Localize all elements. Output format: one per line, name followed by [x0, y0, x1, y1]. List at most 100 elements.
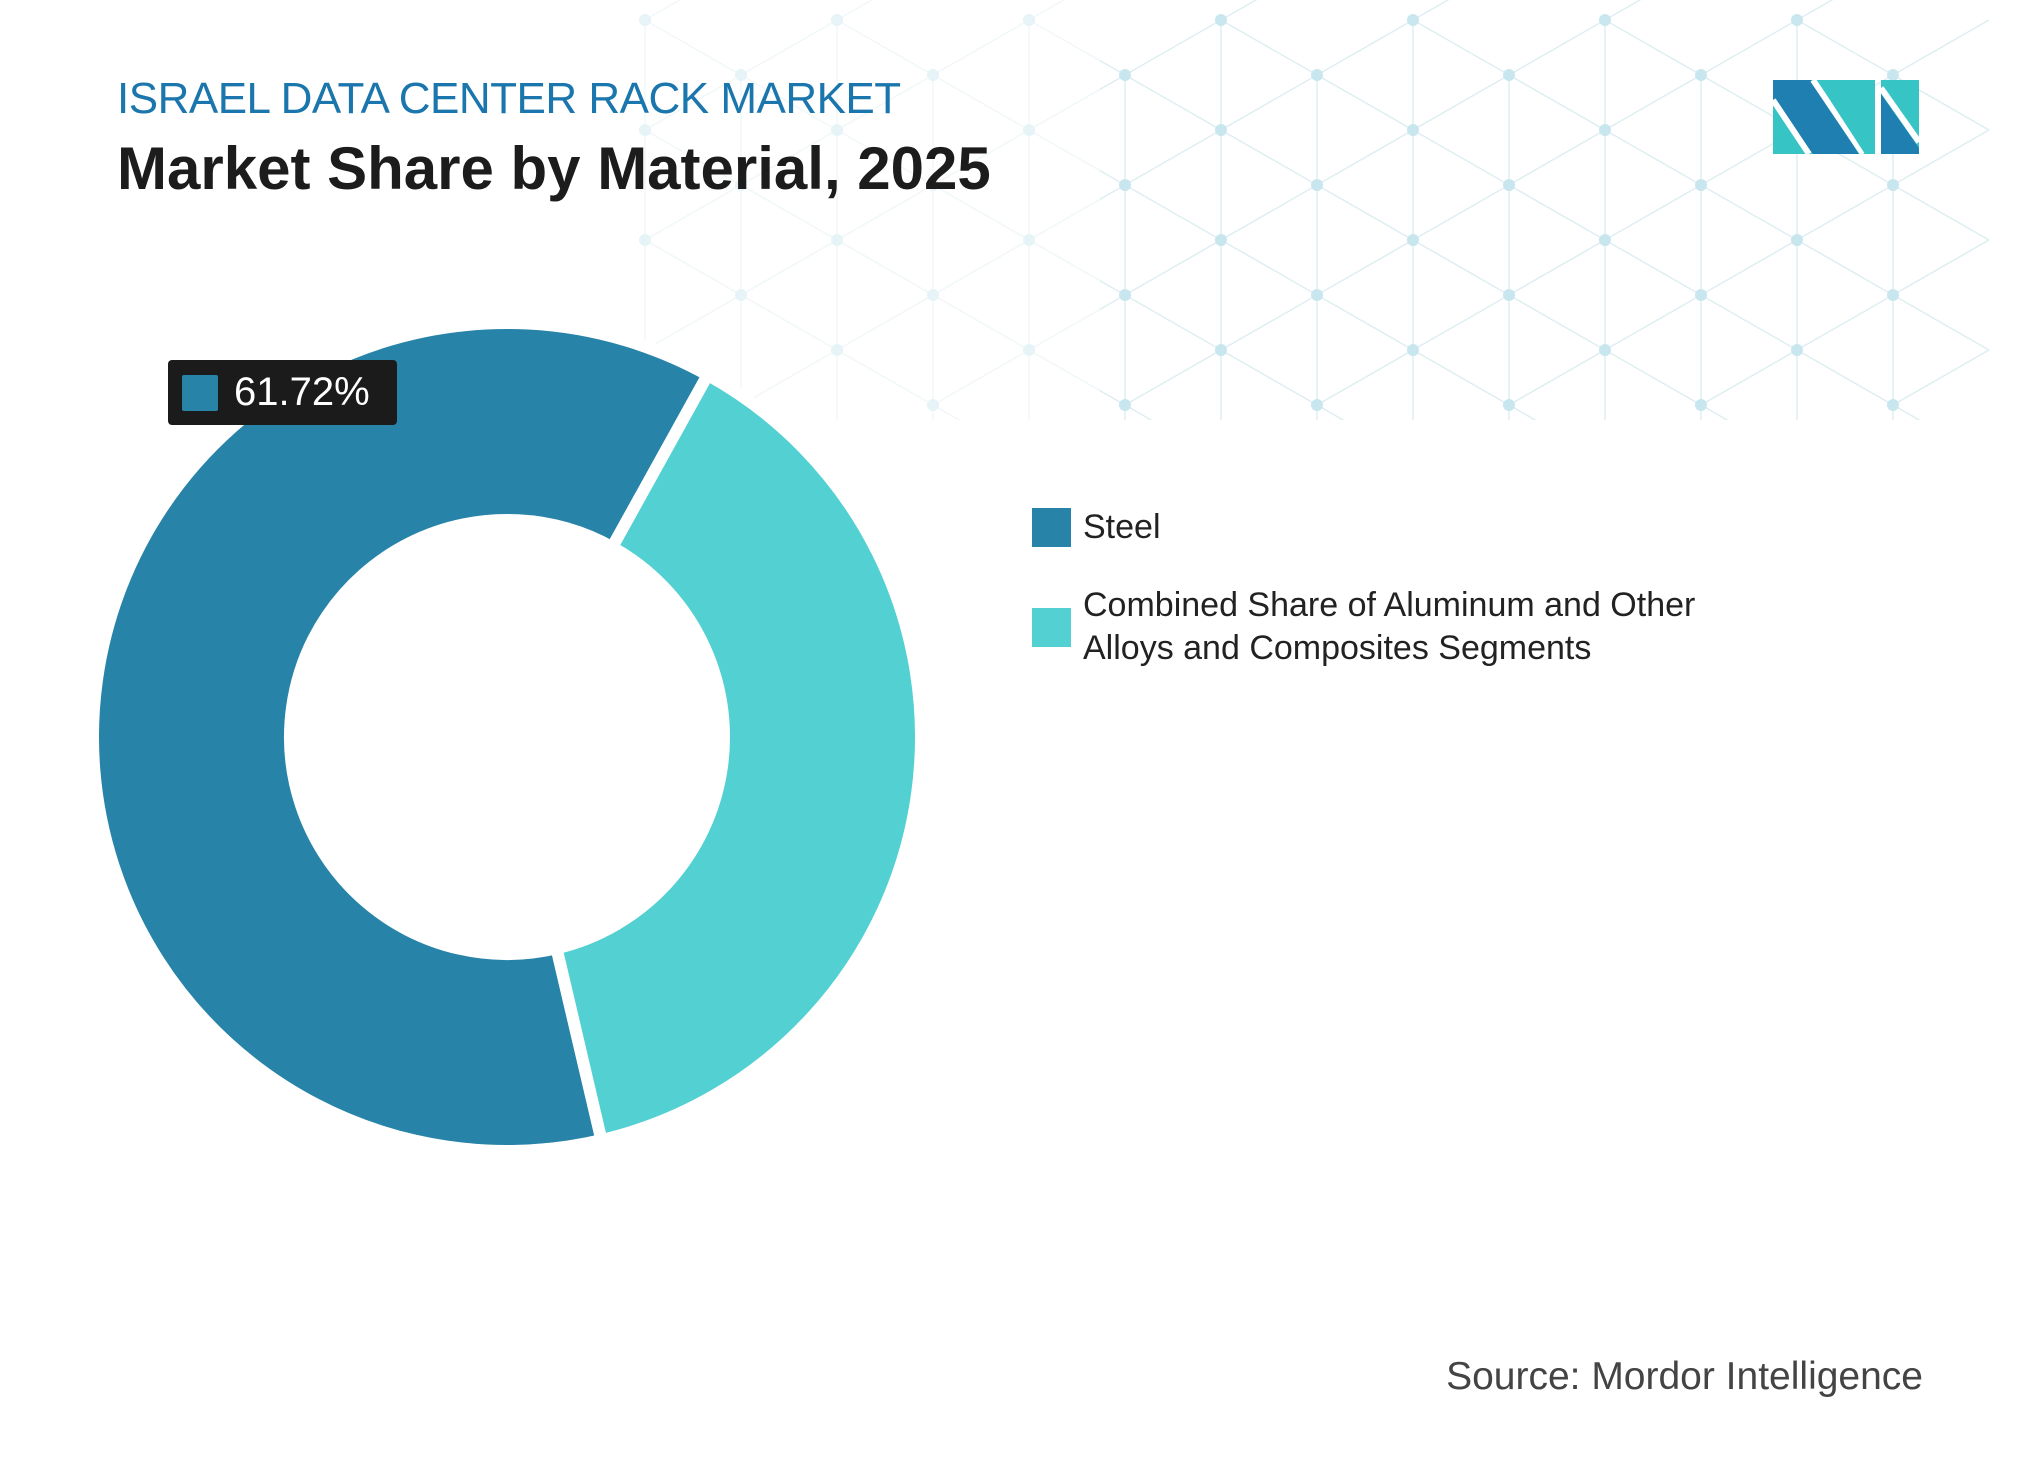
pattern-dot: [1695, 399, 1707, 411]
pattern-line: [1892, 184, 1990, 241]
pattern-line: [1316, 129, 1414, 186]
pattern-line: [1796, 0, 1834, 21]
pattern-line: [1604, 129, 1702, 186]
pattern-line: [1412, 294, 1510, 351]
pattern-line: [1220, 19, 1318, 76]
pattern-line: [1412, 74, 1510, 131]
donut-chart: [87, 317, 927, 1157]
pattern-line: [1796, 294, 1894, 351]
pattern-dot: [1599, 124, 1611, 136]
pattern-line: [1412, 239, 1510, 296]
source-note: Source: Mordor Intelligence: [1446, 1355, 1923, 1398]
pattern-line: [1508, 349, 1606, 406]
pattern-dot: [1695, 179, 1707, 191]
pattern-dot: [1887, 289, 1899, 301]
donut-slice-steel: [87, 317, 716, 1157]
pattern-line: [1700, 19, 1798, 76]
pattern-line: [1508, 404, 1537, 420]
pattern-line: [1220, 184, 1318, 241]
pattern-line: [1604, 184, 1702, 241]
pattern-dot: [1311, 69, 1323, 81]
pattern-line: [1508, 294, 1606, 351]
pattern-dot: [1503, 289, 1515, 301]
pattern-line: [1700, 404, 1729, 420]
pattern-dot: [1791, 234, 1803, 246]
pattern-line: [1892, 19, 1990, 76]
legend-label: Steel: [1083, 508, 1161, 546]
pattern-line: [1604, 294, 1702, 351]
legend-item-aluminum-others: Combined Share of Aluminum and Other All…: [1032, 584, 1723, 670]
pattern-dot: [1215, 344, 1227, 356]
pattern-dot: [1119, 289, 1131, 301]
pattern-line: [1508, 129, 1606, 186]
pattern-line: [1412, 19, 1510, 76]
legend-item-steel: Steel: [1032, 506, 1703, 549]
pattern-dot: [1215, 234, 1227, 246]
pattern-line: [1700, 184, 1798, 241]
pattern-line: [1412, 0, 1450, 21]
pattern-line: [1892, 129, 1990, 186]
pattern-dot: [1311, 399, 1323, 411]
pattern-line: [1220, 129, 1318, 186]
legend-label: Combined Share of Aluminum and Other All…: [1083, 586, 1696, 667]
pattern-dot: [1503, 69, 1515, 81]
pattern-line: [1316, 19, 1414, 76]
pattern-dot: [1695, 289, 1707, 301]
pattern-line: [1892, 294, 1990, 351]
pattern-dot: [1599, 234, 1611, 246]
pattern-dot: [1887, 179, 1899, 191]
pattern-dot: [1791, 344, 1803, 356]
pattern-line: [1316, 404, 1345, 420]
pattern-line: [1700, 239, 1798, 296]
pattern-line: [1508, 239, 1606, 296]
pattern-line: [1604, 0, 1642, 21]
pattern-line: [1316, 239, 1414, 296]
pattern-line: [1796, 349, 1894, 406]
pattern-line: [1220, 0, 1258, 21]
pattern-line: [1124, 129, 1222, 186]
donut-slice-aluminum-others: [549, 366, 927, 1148]
pattern-dot: [1503, 179, 1515, 191]
data-label-steel: 61.72%: [168, 360, 397, 425]
pattern-line: [1604, 239, 1702, 296]
pattern-line: [1796, 239, 1894, 296]
pattern-line: [1220, 294, 1318, 351]
pattern-line: [1316, 184, 1414, 241]
pattern-line: [1124, 239, 1222, 296]
pattern-line: [1220, 239, 1318, 296]
pattern-line: [1604, 74, 1702, 131]
pattern-line: [1796, 184, 1894, 241]
pattern-line: [1892, 239, 1990, 296]
pattern-line: [1124, 404, 1153, 420]
pattern-line: [1124, 349, 1222, 406]
pattern-dot: [1215, 124, 1227, 136]
pattern-dot: [1407, 124, 1419, 136]
pattern-line: [1700, 349, 1798, 406]
pattern-line: [1508, 184, 1606, 241]
pattern-line: [1508, 74, 1606, 131]
pattern-dot: [1407, 234, 1419, 246]
pattern-line: [1700, 294, 1798, 351]
pattern-dot: [1599, 14, 1611, 26]
pattern-line: [1316, 294, 1414, 351]
pattern-dot: [1599, 344, 1611, 356]
pattern-dot: [1119, 69, 1131, 81]
pattern-line: [1316, 74, 1414, 131]
pattern-dot: [1887, 399, 1899, 411]
pattern-line: [1412, 349, 1510, 406]
chart-title: Market Share by Material, 2025: [117, 135, 991, 202]
pattern-line: [1124, 294, 1222, 351]
pattern-line: [1604, 349, 1702, 406]
pattern-dot: [1887, 69, 1899, 81]
pattern-dot: [1695, 69, 1707, 81]
pattern-dot: [1311, 179, 1323, 191]
pattern-dot: [1407, 14, 1419, 26]
pattern-line: [1316, 349, 1414, 406]
pattern-line: [1124, 19, 1222, 76]
data-label-swatch: [182, 374, 218, 411]
chart-kicker: ISRAEL DATA CENTER RACK MARKET: [117, 74, 901, 123]
pattern-line: [1412, 129, 1510, 186]
mordor-logo: [1773, 80, 1919, 154]
pattern-line: [1124, 74, 1222, 131]
legend-swatch: [1032, 508, 1071, 547]
